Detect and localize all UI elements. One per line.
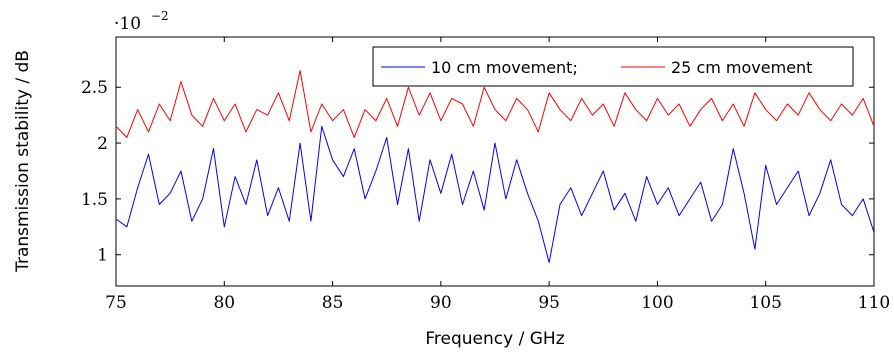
x-tick-label: 105	[749, 293, 781, 313]
series-line-0	[115, 125, 875, 264]
y-scale-exponent: −2	[151, 9, 169, 23]
y-tick-label: 2	[97, 134, 108, 154]
y-tick-label: 2.5	[81, 78, 108, 98]
series-line-1	[115, 70, 875, 138]
legend-label-25cm: 25 cm movement	[671, 58, 812, 77]
legend: 10 cm movement; 25 cm movement	[372, 46, 854, 87]
plot-frame	[115, 36, 875, 287]
x-tick-label: 110	[858, 293, 890, 313]
x-tick-label: 100	[641, 293, 673, 313]
x-axis-label: Frequency / GHz	[425, 329, 564, 349]
legend-label-10cm: 10 cm movement;	[431, 58, 578, 77]
y-axis-label: Transmission stability / dB	[13, 50, 33, 273]
y-scale-base: ·10	[114, 14, 141, 34]
y-tick-label: 1	[97, 246, 108, 266]
y-tick-label: 1.5	[81, 190, 108, 210]
x-tick-label: 90	[430, 293, 452, 313]
ticks-layer: 75 80 85 90 95 100 105 110 1 1.5 2 2.5	[81, 37, 890, 313]
legend-box	[372, 46, 854, 87]
x-tick-label: 85	[322, 293, 344, 313]
y-scale-label: ·10 −2	[114, 9, 169, 34]
x-tick-label: 80	[213, 293, 235, 313]
x-tick-label: 95	[538, 293, 560, 313]
series-layer	[115, 70, 875, 264]
x-tick-label: 75	[105, 293, 127, 313]
